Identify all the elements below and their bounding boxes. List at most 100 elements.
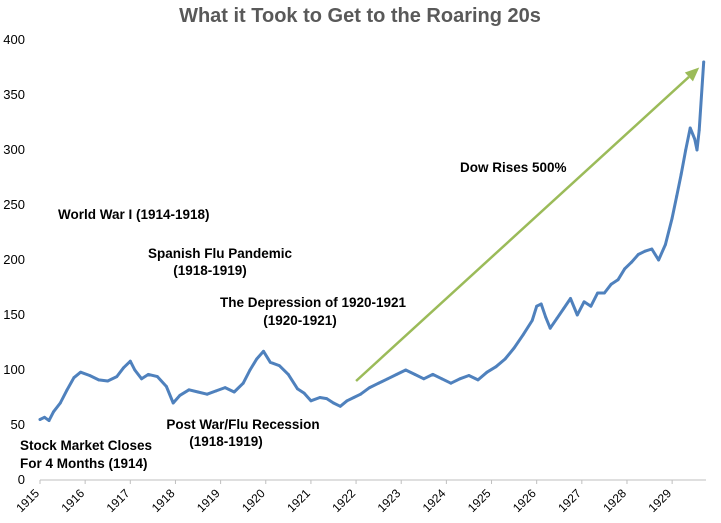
y-tick-label: 300 — [3, 142, 25, 157]
data-point — [187, 388, 191, 392]
data-point — [97, 378, 101, 382]
data-point — [248, 368, 252, 372]
data-point — [569, 297, 572, 300]
series-layer — [38, 60, 706, 423]
data-point — [165, 385, 168, 388]
data-point — [657, 258, 660, 262]
data-point — [440, 377, 444, 381]
annotation-post-war-line1: Post War/Flu Recession — [166, 417, 319, 432]
growth-arrow-shaft — [355, 76, 690, 382]
data-point — [521, 333, 525, 337]
data-point — [277, 364, 281, 367]
growth-arrow-head — [684, 67, 700, 82]
data-point — [338, 404, 342, 408]
data-point — [630, 260, 633, 264]
data-point — [345, 399, 349, 403]
annotation-market-closes-line2: For 4 Months (1914) — [20, 456, 148, 471]
data-point — [684, 148, 688, 152]
data-point — [395, 373, 399, 376]
data-point — [688, 126, 692, 130]
x-tick-label: 1915 — [13, 486, 42, 515]
data-point — [352, 396, 356, 399]
x-tick-label: 1918 — [149, 486, 178, 515]
y-axis: 0 50 100 150 200 250 300 350 400 — [3, 32, 25, 487]
data-point — [603, 291, 606, 295]
x-tick-label: 1929 — [645, 486, 674, 515]
data-point — [702, 60, 706, 64]
data-point — [65, 388, 69, 392]
data-point — [663, 243, 667, 247]
annotation-dow-rises: Dow Rises 500% — [460, 160, 567, 175]
y-tick-label: 100 — [3, 362, 25, 377]
data-point — [544, 315, 548, 319]
data-point — [530, 319, 534, 322]
data-point — [295, 387, 299, 391]
annotation-spanish-flu-line1: Spanish Flu Pandemic — [148, 246, 293, 261]
data-point — [359, 392, 362, 396]
data-point — [318, 396, 322, 399]
x-tick-label: 1917 — [104, 486, 133, 515]
data-point — [616, 278, 620, 282]
data-point — [695, 148, 699, 152]
data-point — [636, 253, 640, 256]
y-tick-label: 150 — [3, 307, 25, 322]
data-point — [146, 373, 150, 376]
x-axis: 1915 1916 1917 1918 1919 1920 1921 1922 1923 1924… — [13, 479, 706, 515]
y-tick-label: 0 — [18, 472, 25, 487]
data-point — [223, 386, 227, 389]
y-tick-label: 50 — [11, 417, 25, 432]
data-point — [422, 377, 426, 381]
data-point — [539, 302, 543, 306]
data-point — [562, 307, 566, 310]
data-point — [368, 386, 372, 389]
x-tick-label: 1928 — [600, 486, 629, 515]
y-tick-label: 200 — [3, 252, 25, 267]
data-point — [133, 368, 137, 372]
annotations: World War I (1914-1918) Spanish Flu Pand… — [20, 160, 567, 471]
data-point — [72, 376, 76, 380]
x-tick-label: 1922 — [329, 486, 358, 515]
y-tick-label: 350 — [3, 87, 25, 102]
data-point — [485, 370, 489, 374]
data-point — [476, 378, 480, 382]
data-point — [548, 326, 552, 330]
data-point — [494, 365, 498, 369]
annotation-market-closes-line1: Stock Market Closes — [20, 438, 152, 453]
data-point — [128, 359, 132, 363]
annotation-post-war-line2: (1918-1919) — [189, 434, 263, 449]
data-point — [79, 370, 83, 374]
data-point — [171, 401, 175, 405]
x-tick-label: 1926 — [510, 486, 539, 515]
annotation-spanish-flu-line2: (1918-1919) — [173, 263, 247, 278]
annotation-depression-line2: (1920-1921) — [263, 313, 337, 328]
data-point — [88, 374, 92, 377]
data-point — [205, 392, 209, 396]
data-point — [377, 381, 381, 385]
data-point — [458, 377, 462, 381]
data-point — [325, 397, 329, 400]
data-point — [643, 249, 647, 253]
data-point — [262, 349, 265, 353]
data-point — [115, 375, 119, 378]
chart-title: What it Took to Get to the Roaring 20s — [179, 5, 541, 27]
data-point — [404, 368, 408, 372]
data-point — [122, 366, 125, 370]
data-point — [386, 377, 390, 381]
data-point — [535, 304, 539, 308]
data-point — [268, 360, 272, 364]
data-point — [582, 300, 586, 304]
data-point — [413, 373, 417, 376]
data-point — [155, 375, 159, 378]
data-point — [555, 316, 559, 320]
data-point — [38, 418, 42, 421]
x-tick-label: 1924 — [420, 486, 449, 515]
data-point — [575, 313, 579, 317]
data-point — [675, 194, 679, 198]
data-point — [241, 381, 245, 385]
arrow-layer — [355, 67, 700, 382]
data-point — [650, 247, 654, 251]
data-point — [609, 282, 613, 286]
data-point — [106, 379, 110, 383]
data-point — [332, 401, 335, 405]
data-point — [58, 401, 62, 405]
